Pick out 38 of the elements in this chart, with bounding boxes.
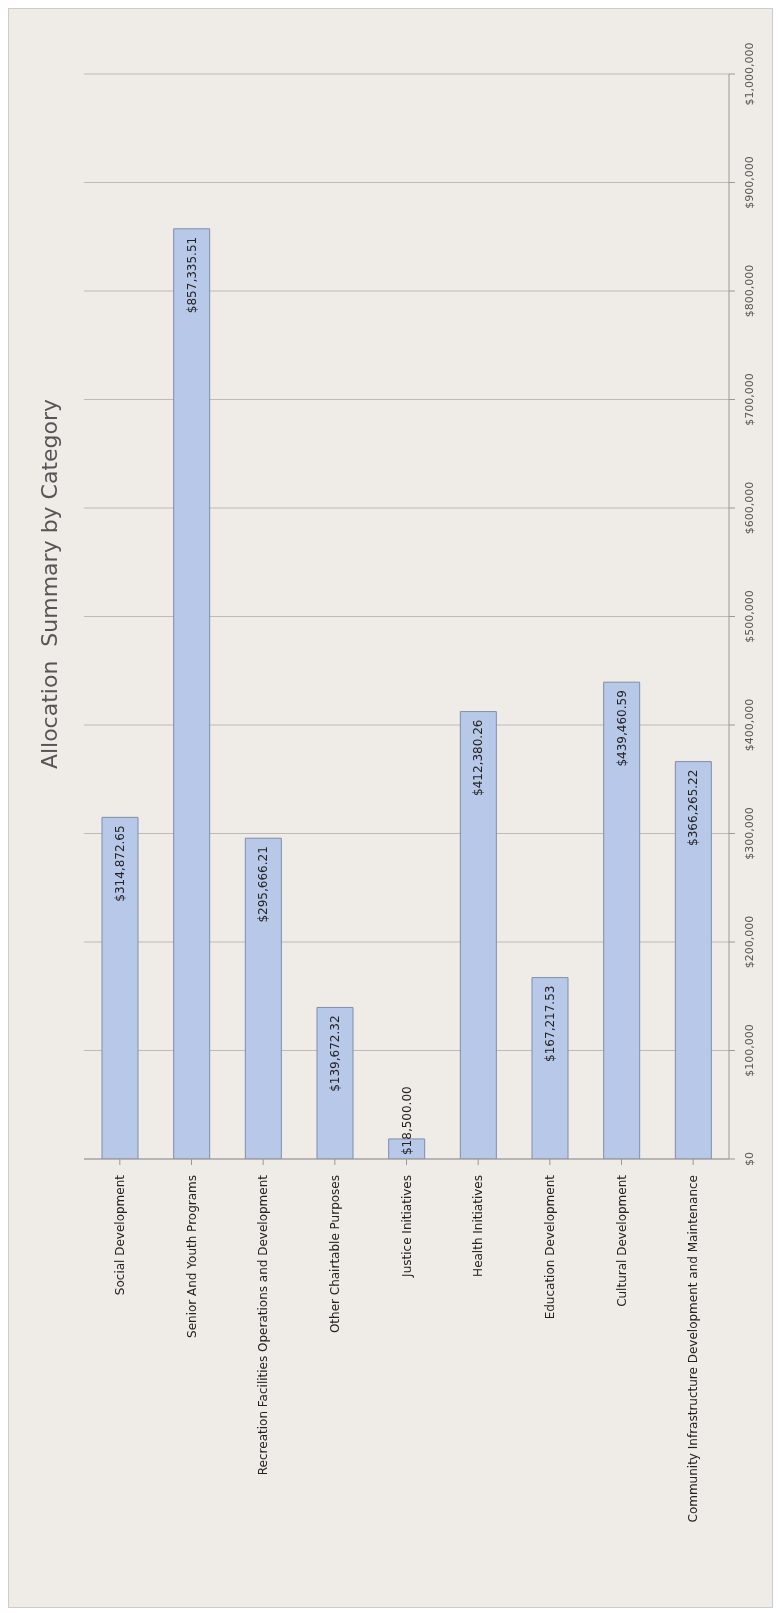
y-tick-label: $0 [742,1152,756,1166]
bar [674,761,712,1159]
data-label: $314,872.65 [113,825,127,902]
x-tick-label: Other Chairtable Purposes [327,1175,342,1334]
x-tick-label: Recreation Facilities Operations and Development [256,1174,271,1476]
y-tick-label: $500,000 [742,590,756,643]
y-tick-label: $700,000 [742,373,756,426]
bar [244,837,282,1159]
y-tick-label: $200,000 [742,915,756,969]
bar [459,711,497,1159]
data-label: $139,672.32 [328,1015,342,1092]
x-tick-label: Social Development [112,1174,127,1296]
bar [316,1006,354,1159]
x-tick-label: Education Development [542,1174,557,1320]
x-tick-label: Cultural Development [614,1174,629,1307]
data-label: $412,380.26 [471,719,486,796]
bar [173,228,211,1159]
x-tick-label: Senior And Youth Programs [184,1175,199,1338]
data-label: $857,335.51 [184,236,199,314]
data-label: $439,460.59 [614,690,629,767]
data-label: $167,217.53 [543,985,557,1062]
x-tick-label: Community Infrastructure Development and Maintenance [686,1175,701,1523]
data-label: $18,500.00 [399,1086,414,1155]
y-tick-label: $100,000 [742,1024,756,1077]
text: Allocation Summary by Category [36,398,62,770]
bar [531,977,569,1159]
y-tick-label: $1,000,000 [742,42,756,106]
bar [603,681,641,1159]
bar [101,816,139,1159]
y-tick-label: $900,000 [742,156,756,209]
y-tick-label: $300,000 [742,807,756,860]
data-label: $295,666.21 [256,846,271,923]
data-label: $366,265.22 [686,769,701,846]
x-tick-label: Health Initiatives [471,1175,486,1277]
x-tick-label: Justice Initiatives [399,1175,414,1278]
y-tick-label: $400,000 [742,698,756,752]
y-tick-label: $800,000 [742,264,756,318]
y-tick-label: $600,000 [742,481,756,535]
